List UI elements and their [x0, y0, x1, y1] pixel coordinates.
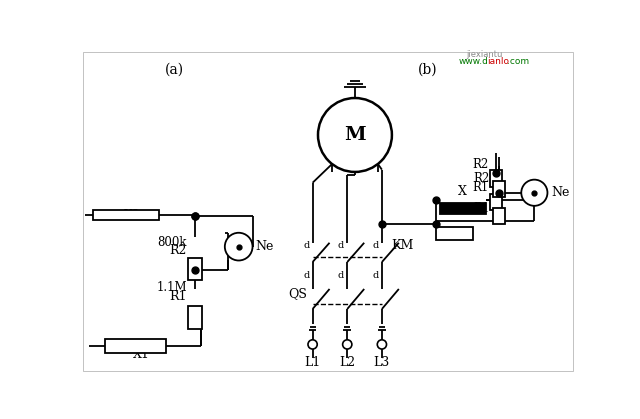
Text: M: M: [344, 126, 366, 144]
Text: (b): (b): [419, 62, 438, 77]
Text: X: X: [458, 185, 467, 198]
Text: QS: QS: [288, 287, 307, 300]
Text: Ne: Ne: [255, 240, 274, 253]
Text: .com: .com: [508, 57, 529, 65]
Text: L3: L3: [374, 357, 390, 370]
Text: R1: R1: [472, 181, 488, 194]
Text: R2: R2: [474, 172, 490, 185]
Text: d: d: [338, 272, 344, 280]
Circle shape: [378, 340, 387, 349]
Text: R2: R2: [170, 244, 187, 257]
Bar: [490, 194, 502, 210]
Bar: [493, 208, 505, 223]
Text: R1: R1: [474, 202, 490, 215]
Bar: [188, 258, 202, 280]
Bar: [440, 203, 486, 214]
Text: X: X: [444, 227, 452, 240]
Circle shape: [318, 98, 392, 172]
Bar: [436, 228, 473, 240]
Bar: [188, 306, 202, 329]
Text: KM: KM: [391, 239, 413, 252]
Bar: [93, 210, 159, 220]
Circle shape: [308, 340, 317, 349]
Text: d: d: [303, 272, 310, 280]
Circle shape: [521, 180, 547, 206]
Text: L1: L1: [305, 357, 321, 370]
Text: R2: R2: [472, 158, 488, 171]
Text: d: d: [338, 241, 344, 250]
Text: d: d: [372, 241, 379, 250]
Text: X1: X1: [133, 348, 150, 361]
Text: d: d: [372, 272, 379, 280]
Text: X2: X2: [124, 210, 141, 222]
Text: R1: R1: [170, 290, 187, 303]
Text: 800k: 800k: [157, 235, 187, 248]
Text: jiexiantu: jiexiantu: [467, 50, 503, 59]
Text: www.d: www.d: [459, 57, 489, 65]
Circle shape: [342, 340, 352, 349]
Bar: [490, 171, 502, 187]
Text: Ne: Ne: [551, 186, 570, 199]
Text: (a): (a): [164, 62, 184, 77]
Text: d: d: [303, 241, 310, 250]
Text: 1.1M: 1.1M: [156, 281, 187, 294]
Text: ianlo: ianlo: [488, 57, 509, 65]
Bar: [493, 181, 505, 197]
Circle shape: [225, 233, 253, 261]
Text: L2: L2: [339, 357, 355, 370]
Bar: [105, 339, 166, 353]
